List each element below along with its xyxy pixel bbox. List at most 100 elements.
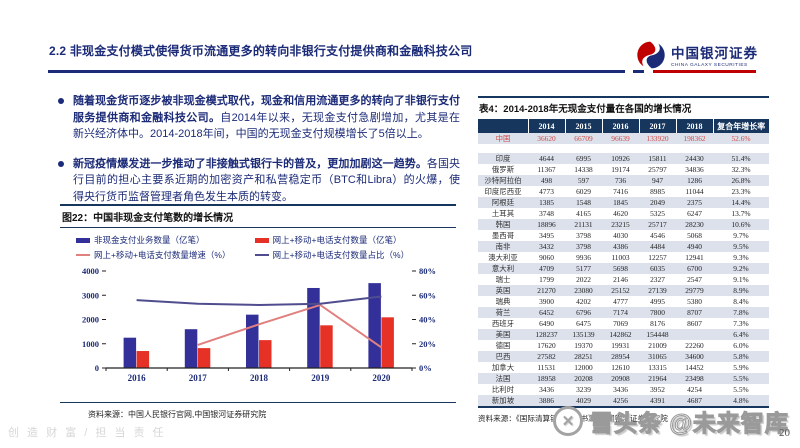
value-cell: 3432 xyxy=(528,241,565,252)
country-cell: 阿根廷 xyxy=(478,197,528,208)
table-row: 土耳其 3748 4165 4620 5325 6247 13.7% xyxy=(478,208,769,219)
footer-slogan: 创 造 财 富 / 担 当 责 任 xyxy=(8,427,167,439)
svg-text:40%: 40% xyxy=(419,315,436,325)
value-cell: 9.3% xyxy=(733,253,749,262)
line-swatch-icon xyxy=(76,254,90,256)
value-cell: 14.4% xyxy=(713,197,769,208)
value-cell: 6029 xyxy=(576,187,591,196)
bullet-1-text: 自2014年以来，无现金支付急剧增加，尤其是在新兴经济体中。2014-2018年… xyxy=(73,111,460,141)
table-row: 新加坡 3886 4029 4256 4391 4687 4.8% xyxy=(478,395,769,407)
table-row: 澳大利亚 9060 9936 11003 12257 12941 9.3% xyxy=(478,252,769,263)
watermark-logo-icon: ✕ xyxy=(553,406,583,436)
value-cell: 2547 xyxy=(687,275,702,284)
column-header xyxy=(478,119,529,133)
country-cell: 美国 xyxy=(478,329,528,340)
value-cell: 5.5% xyxy=(713,373,769,384)
figure-title: 图22：中国非现金支付笔数的增长情况 xyxy=(60,204,456,228)
value-cell: 4.8% xyxy=(713,395,769,407)
value-cell: 4386 xyxy=(602,241,639,252)
value-cell: 6035 xyxy=(639,263,676,274)
value-cell: 1548 xyxy=(565,197,602,208)
country-table-body: 中国 36620 66709 96639 133920 198362 52.6% 印度 4644… xyxy=(478,133,769,407)
logo-en-text: CHINA GALAXY SECURITIES xyxy=(671,63,748,68)
value-cell: 25152 xyxy=(602,285,639,296)
value-cell: 7.3% xyxy=(733,319,749,328)
value-cell: 17620 xyxy=(537,341,556,350)
bullet-item-1: 随着现金货币逐步被非现金模式取代，现金和信用流通更多的转向了非银行支付服务提供商… xyxy=(56,93,460,143)
value-cell: 7.8% xyxy=(713,307,769,318)
value-cell: 6475 xyxy=(576,319,591,328)
value-cell: 12257 xyxy=(648,253,667,262)
table-row: 墨西哥 3495 3798 4030 4546 5068 9.7% xyxy=(478,230,769,241)
value-cell: 11044 xyxy=(685,187,704,196)
value-cell: 198362 xyxy=(676,133,713,144)
value-cell: 12941 xyxy=(685,253,704,262)
value-cell: 4940 xyxy=(676,241,713,252)
table-row: 德国 17620 19370 19931 21009 22260 6.0% xyxy=(478,340,769,351)
svg-text:3000: 3000 xyxy=(82,290,99,300)
value-cell: 4256 xyxy=(602,395,639,407)
value-cell: 1286 xyxy=(676,175,713,186)
value-cell: 23498 xyxy=(676,373,713,384)
value-cell: 66709 xyxy=(565,133,602,144)
chart-legend: 非现金支付业务数量（亿笔） 网上+移动+电话支付数量（亿笔） 网上+移动+电话支付数… xyxy=(76,234,456,261)
legend-label: 网上+移动+电话支付数量（亿笔） xyxy=(272,235,402,245)
value-cell: 29779 xyxy=(676,285,713,296)
galaxy-logo-icon xyxy=(637,41,665,69)
value-cell: 2375 xyxy=(676,197,713,208)
value-cell: 8.4% xyxy=(733,297,749,306)
value-cell: 3748 xyxy=(539,209,554,218)
value-cell: 3239 xyxy=(576,385,591,394)
value-cell: 128237 xyxy=(528,329,565,340)
country-cell: 瑞典 xyxy=(495,297,511,306)
table-spacer-row xyxy=(478,144,769,153)
svg-text:0%: 0% xyxy=(419,363,432,373)
value-cell: 18896 xyxy=(528,219,565,230)
value-cell: 1385 xyxy=(528,197,565,208)
value-cell: 3886 xyxy=(528,395,565,407)
header-rule-red xyxy=(653,70,756,73)
value-cell: 4620 xyxy=(613,209,628,218)
svg-text:2000: 2000 xyxy=(82,315,99,325)
value-cell: 3436 xyxy=(613,385,628,394)
value-cell: 7174 xyxy=(602,307,639,318)
value-cell: 4995 xyxy=(650,297,665,306)
country-cell: 韩国 xyxy=(478,219,528,230)
table-row: 瑞典 3900 4202 4777 4995 5380 8.4% xyxy=(478,296,769,307)
value-cell: 1799 xyxy=(539,275,554,284)
value-cell: 96639 xyxy=(602,133,639,144)
logo-cn-text: 中国银河证券 xyxy=(671,46,758,61)
legend-label: 非现金支付业务数量（亿笔） xyxy=(94,235,205,245)
value-cell: 142862 xyxy=(602,329,639,340)
svg-text:2016: 2016 xyxy=(128,373,147,383)
value-cell: 4030 xyxy=(613,231,628,240)
value-cell: 9936 xyxy=(576,253,591,262)
value-cell: 21964 xyxy=(639,373,676,384)
value-cell: 5698 xyxy=(602,263,639,274)
legend-item-0: 非现金支付业务数量（亿笔） xyxy=(76,234,255,246)
value-cell: 14452 xyxy=(685,363,704,372)
figure-source: 资料来源：中国人民银行官网,中国银河证券研究院 xyxy=(88,410,267,419)
value-cell: 12000 xyxy=(574,363,593,372)
country-cell: 印度尼西亚 xyxy=(484,187,522,196)
value-cell: 4773 xyxy=(539,187,554,196)
page-number: 20 xyxy=(779,427,790,439)
legend-item-3: 网上+移动+电话支付数量占比（%） xyxy=(254,249,456,261)
bullet-1-bold: 随着现金货币逐步被非现金模式取代，现金和信用流通更多的转向了非银行支付服务提供商… xyxy=(73,95,460,124)
value-cell: 4709 xyxy=(528,263,565,274)
svg-text:2020: 2020 xyxy=(372,373,391,383)
value-cell: 23.3% xyxy=(731,187,751,196)
svg-text:4000: 4000 xyxy=(82,266,99,276)
table-row: 加拿大 11531 12000 12610 13315 14452 5.9% xyxy=(478,362,769,373)
value-cell: 2327 xyxy=(650,275,665,284)
country-cell: 巴西 xyxy=(478,351,528,362)
country-payments-table: 2014 2015 2016 2017 2018 复合年增长率 中国 36620 66709 9… xyxy=(478,119,769,408)
column-header: 2014 xyxy=(528,119,566,133)
value-cell: 25797 xyxy=(648,165,667,174)
header-rule-navy xyxy=(48,70,625,73)
country-cell: 新加坡 xyxy=(478,395,528,407)
column-header: 2015 xyxy=(565,119,603,133)
value-cell: 3436 xyxy=(539,385,554,394)
bullet-item-2: 新冠疫情爆发进一步推动了非接触式银行卡的普及，更加加剧这一趋势。各国央行目前的担… xyxy=(56,156,460,206)
